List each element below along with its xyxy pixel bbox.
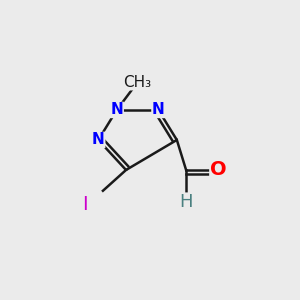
Text: O: O: [210, 160, 227, 179]
Text: H: H: [179, 193, 193, 211]
Text: CH₃: CH₃: [124, 75, 152, 90]
Text: N: N: [152, 102, 165, 117]
Text: I: I: [82, 195, 87, 214]
Text: N: N: [92, 132, 105, 147]
Text: N: N: [110, 102, 123, 117]
